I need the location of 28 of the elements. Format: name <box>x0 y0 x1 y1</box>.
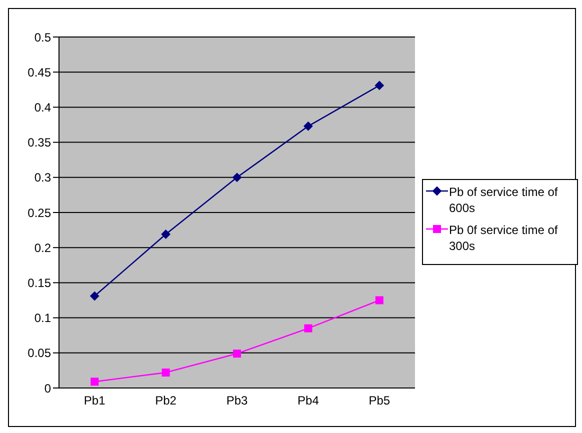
legend-label: Pb 0f service time of 300s <box>449 222 559 254</box>
point <box>374 80 384 90</box>
y-tick-label: 0.2 <box>34 240 52 255</box>
x-tick-label: Pb3 <box>226 394 248 408</box>
x-tick-label: Pb5 <box>368 394 390 408</box>
x-tick-label: Pb2 <box>155 394 177 408</box>
y-tick-label: 0 <box>44 381 52 396</box>
y-tick-label: 0.25 <box>28 206 52 220</box>
y-tick-label: 0.4 <box>34 100 52 114</box>
y-tick-label: 0.05 <box>28 346 52 360</box>
point <box>304 324 312 332</box>
point <box>375 296 384 304</box>
legend-label: Pb of service time of 600s <box>449 184 559 216</box>
y-tick-label: 0.3 <box>34 170 52 185</box>
x-tick-label: Pb4 <box>298 394 320 408</box>
point <box>162 368 170 377</box>
y-tick-label: 0.45 <box>28 65 52 80</box>
point <box>232 172 242 182</box>
y-tick-label: 0.5 <box>34 30 52 44</box>
y-tick-label: 0.1 <box>34 311 52 326</box>
y-tick-label: 0.15 <box>28 276 52 290</box>
point <box>90 378 99 386</box>
point <box>161 230 170 239</box>
point <box>90 292 100 301</box>
point <box>304 122 313 131</box>
y-tick-label: 0.35 <box>28 136 52 150</box>
x-tick-label: Pb1 <box>84 394 106 408</box>
point <box>233 350 241 358</box>
